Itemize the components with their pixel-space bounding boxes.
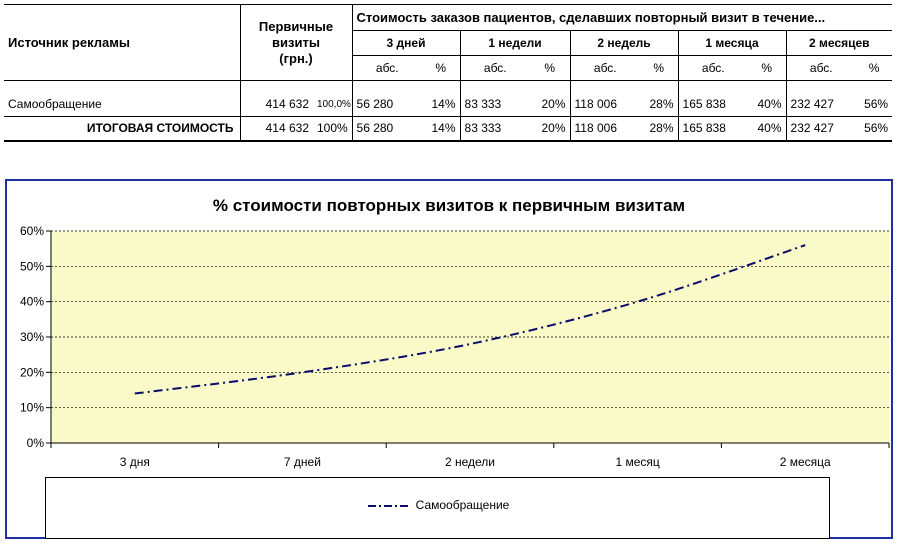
y-tick-label: 30% [20, 330, 44, 344]
legend: Самообращение [45, 477, 830, 539]
x-tick-label: 7 дней [284, 455, 321, 469]
legend-swatch [367, 504, 408, 507]
row-pct: 56% [856, 92, 893, 117]
row-pct: 20% [530, 92, 571, 117]
header-pct: % [422, 55, 461, 81]
row-abs: 83 333 [459, 92, 531, 117]
header-period: 1 месяца [677, 30, 787, 56]
header-repeat: Стоимость заказов пациентов, сделавших п… [351, 4, 893, 31]
table-row: Самообращение 414 632 100,0% 56 280 14% … [4, 92, 893, 117]
total-primary: 414 632 [239, 116, 313, 142]
total-abs: 83 333 [459, 116, 531, 142]
row-label: Самообращение [4, 92, 240, 117]
chart-area: % стоимости повторных визитов к первичны… [5, 179, 893, 539]
header-primary: Первичные визиты (грн.) [239, 4, 353, 81]
plot-background [51, 231, 889, 443]
x-tick-label: 2 недели [445, 455, 495, 469]
row-pct: 40% [748, 92, 787, 117]
line-chart: 0% 10% 20% 30% 40% 50% 60% 3 дня 7 дней 2 недели 1… [20, 224, 890, 469]
header-pct: % [856, 55, 893, 81]
total-pct: 14% [422, 116, 461, 142]
total-pct: 56% [856, 116, 893, 142]
row-pct: 28% [640, 92, 679, 117]
header-period: 2 недель [569, 30, 679, 56]
header-abs: абс. [459, 55, 531, 81]
header-abs: абс. [351, 55, 423, 81]
x-tick-label: 2 месяца [780, 455, 831, 469]
chart-title: % стоимости повторных визитов к первичны… [212, 196, 686, 215]
row-pct: 14% [422, 92, 461, 117]
header-abs: абс. [677, 55, 749, 81]
y-tick-label: 40% [20, 295, 44, 309]
header-period: 1 недели [459, 30, 571, 56]
total-pct: 20% [530, 116, 571, 142]
y-tick-label: 0% [27, 436, 45, 450]
cost-table: Источник рекламы Первичные визиты (грн.) С… [4, 4, 893, 142]
total-pct: 40% [748, 116, 787, 142]
row-abs: 118 006 [569, 92, 641, 117]
header-pct: % [748, 55, 787, 81]
header-source: Источник рекламы [4, 4, 240, 81]
x-tick-label: 3 дня [120, 455, 150, 469]
y-tick-label: 60% [20, 224, 44, 238]
legend-label: Самообращение [415, 498, 510, 512]
row-abs: 232 427 [785, 92, 857, 117]
total-abs: 56 280 [351, 116, 423, 142]
total-abs: 118 006 [569, 116, 641, 142]
row-abs: 56 280 [351, 92, 423, 117]
total-pct: 28% [640, 116, 679, 142]
row-primary-pct: 100,0% [313, 92, 353, 117]
total-primary-pct: 100% [313, 116, 353, 142]
row-primary: 414 632 [239, 92, 313, 117]
y-tick-label: 50% [20, 259, 44, 273]
total-abs: 165 838 [677, 116, 749, 142]
total-abs: 232 427 [785, 116, 857, 142]
header-abs: абс. [785, 55, 857, 81]
row-abs: 165 838 [677, 92, 749, 117]
x-tick-label: 1 месяц [615, 455, 659, 469]
y-tick-label: 10% [20, 401, 44, 415]
header-abs: абс. [569, 55, 641, 81]
series-line [134, 244, 806, 395]
header-period: 3 дней [351, 30, 461, 56]
legend-item: Самообращение [46, 498, 829, 512]
header-period: 2 месяцев [785, 30, 893, 56]
table-row-total: ИТОГОВАЯ СТОИМОСТЬ 414 632 100% 56 280 1… [4, 116, 893, 142]
header-pct: % [530, 55, 571, 81]
y-tick-label: 20% [20, 365, 44, 379]
total-label: ИТОГОВАЯ СТОИМОСТЬ [4, 116, 240, 142]
header-pct: % [640, 55, 679, 81]
